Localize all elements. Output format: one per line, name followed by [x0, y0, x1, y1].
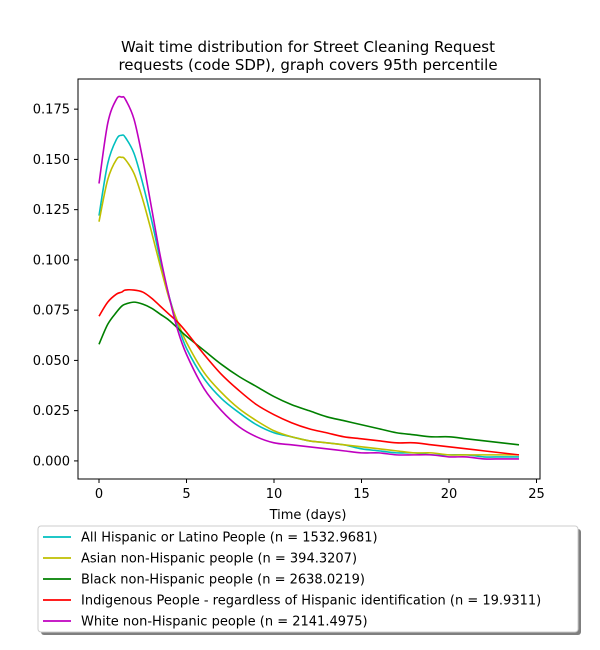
- plot-frame: [77, 78, 541, 480]
- y-tick-label-4: 0.100: [33, 253, 70, 268]
- series-line-0: [98, 134, 519, 458]
- y-tick-label-6: 0.150: [33, 153, 70, 168]
- y-tick-label-2: 0.050: [33, 354, 70, 369]
- series-line-1: [98, 156, 519, 456]
- x-tick-label-2: 10: [266, 487, 283, 502]
- y-tick-label-0: 0.000: [33, 454, 70, 469]
- y-tick-label-5: 0.125: [33, 203, 70, 218]
- y-axis: 0.000 0.025 0.050 0.075 0.100 0.125 0.150 0.175: [33, 103, 78, 469]
- series-line-2: [98, 301, 520, 446]
- y-tick-label-7: 0.175: [33, 103, 70, 118]
- x-tick-label-4: 20: [441, 487, 458, 502]
- y-tick-label-1: 0.025: [33, 404, 70, 419]
- series-line-4: [98, 95, 519, 460]
- legend-label-2: Black non-Hispanic people (n = 2638.0219…: [81, 573, 365, 588]
- legend-label-4: White non-Hispanic people (n = 2141.4975…: [81, 615, 368, 630]
- x-tick-label-3: 15: [353, 487, 370, 502]
- series-line-3: [98, 289, 520, 456]
- legend-box: [37, 525, 579, 633]
- chart-title-line-1: Wait time distribution for Street Cleani…: [121, 38, 495, 56]
- chart-title: Wait time distribution for Street Cleani…: [118, 38, 497, 74]
- y-tick-label-3: 0.075: [33, 304, 70, 319]
- x-tick-label-1: 5: [182, 487, 190, 502]
- x-tick-label-5: 25: [528, 487, 545, 502]
- x-axis: 0 5 10 15 20 25: [95, 479, 545, 502]
- chart-title-line-2: requests (code SDP), graph covers 95th p…: [118, 56, 497, 74]
- x-tick-label-0: 0: [95, 487, 103, 502]
- legend-label-3: Indigenous People - regardless of Hispan…: [81, 594, 541, 609]
- legend: All Hispanic or Latino People (n = 1532.…: [37, 525, 581, 635]
- x-axis-label: Time (days): [269, 508, 347, 523]
- legend-label-1: Asian non-Hispanic people (n = 394.3207): [81, 552, 357, 567]
- legend-entries: All Hispanic or Latino People (n = 1532.…: [43, 531, 541, 630]
- legend-label-0: All Hispanic or Latino People (n = 1532.…: [81, 531, 378, 546]
- plot-lines: [98, 95, 520, 460]
